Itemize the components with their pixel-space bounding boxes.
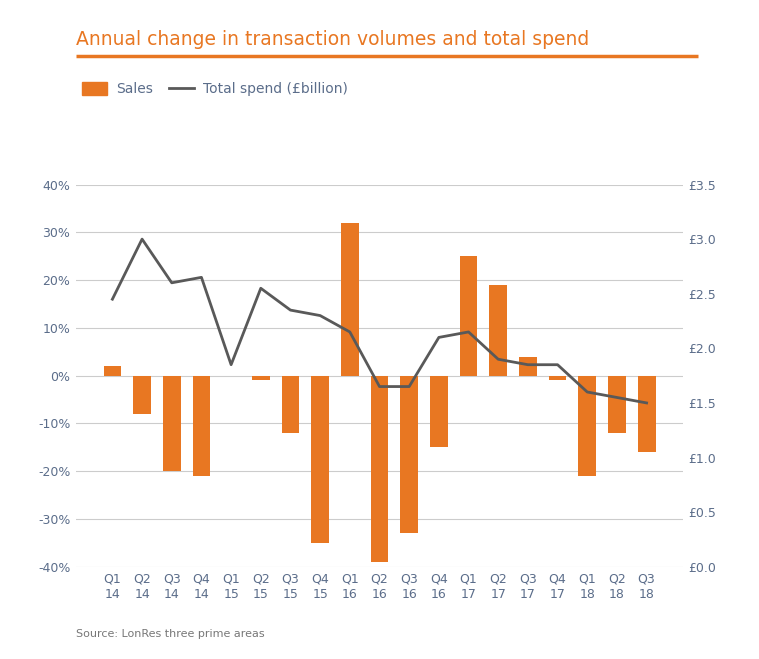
Bar	[252, 376, 269, 380]
Bar	[430, 376, 448, 447]
Bar	[578, 376, 596, 476]
Bar	[549, 376, 566, 380]
Bar	[341, 223, 359, 376]
Text: Annual change in transaction volumes and total spend: Annual change in transaction volumes and…	[76, 30, 589, 49]
Text: Source: LonRes three prime areas: Source: LonRes three prime areas	[76, 629, 265, 639]
Bar	[103, 366, 121, 376]
Bar	[608, 376, 626, 433]
Bar	[638, 376, 656, 452]
Bar	[400, 376, 418, 533]
Bar	[282, 376, 299, 433]
Legend: Sales, Total spend (£billion): Sales, Total spend (£billion)	[77, 77, 353, 102]
Bar	[193, 376, 210, 476]
Bar	[163, 376, 181, 471]
Bar	[133, 376, 151, 414]
Bar	[490, 285, 507, 376]
Bar	[460, 256, 477, 376]
Bar	[311, 376, 329, 543]
Bar	[370, 376, 389, 562]
Bar	[519, 357, 537, 376]
